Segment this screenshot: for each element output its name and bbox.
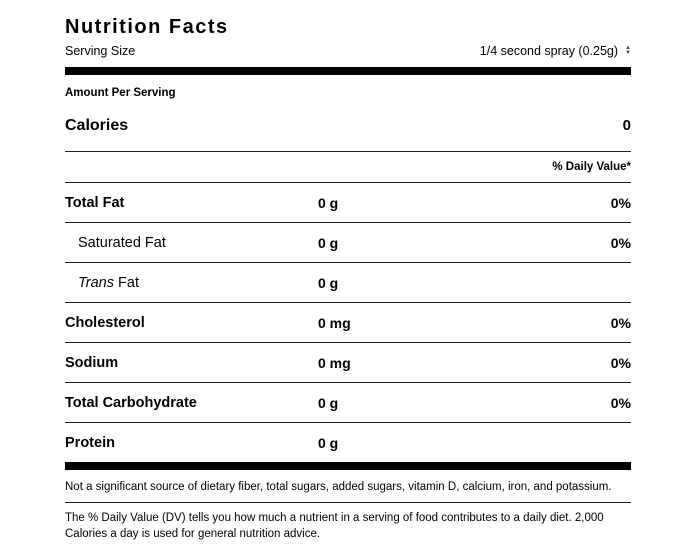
serving-size-value: 1/4 second spray (0.25g) xyxy=(479,44,619,58)
calories-row: Calories 0 xyxy=(65,115,631,151)
serving-size-stepper-icon: ▲ ▼ xyxy=(625,45,631,56)
nutrient-row-saturated-fat: Saturated Fat 0 g 0% xyxy=(65,222,631,262)
page-title: Nutrition Facts xyxy=(65,16,229,38)
nutrient-label: Cholesterol xyxy=(65,314,145,331)
thick-divider-bottom xyxy=(65,462,631,470)
footnote-daily-value: The % Daily Value (DV) tells you how muc… xyxy=(65,512,604,541)
nutrition-facts-label: Nutrition Facts Serving Size 1/4 second … xyxy=(65,16,631,542)
footnotes: Not a significant source of dietary fibe… xyxy=(65,479,631,542)
nutrient-daily-value: 0% xyxy=(610,314,631,331)
nutrient-label: Sodium xyxy=(65,354,119,371)
nutrient-amount: 0 g xyxy=(318,394,339,411)
nutrient-daily-value: 0% xyxy=(610,394,631,411)
nutrient-label: Total Carbohydrate xyxy=(65,394,197,411)
daily-value-header: % Daily Value* xyxy=(552,161,631,173)
nutrient-daily-value: 0% xyxy=(610,194,631,211)
nutrient-amount: 0 g xyxy=(318,434,339,451)
nutrient-amount: 0 g xyxy=(318,234,339,251)
nutrient-amount: 0 mg xyxy=(318,354,351,371)
amount-per-serving-label: Amount Per Serving xyxy=(65,87,176,99)
nutrient-amount: 0 g xyxy=(318,274,339,291)
thick-divider-top xyxy=(65,67,631,75)
nutrient-row-protein: Protein 0 g xyxy=(65,422,631,462)
nutrient-amount: 0 g xyxy=(318,194,339,211)
nutrient-row-total-carbohydrate: Total Carbohydrate 0 g 0% xyxy=(65,382,631,422)
nutrient-rows: Total Fat 0 g 0% Saturated Fat 0 g 0% Trans Fa… xyxy=(65,182,631,462)
nutrient-row-cholesterol: Cholesterol 0 mg 0% xyxy=(65,302,631,342)
divider xyxy=(65,151,631,152)
nutrient-label: Total Fat xyxy=(65,194,125,211)
serving-size-label: Serving Size xyxy=(65,44,136,58)
serving-size-select[interactable]: 1/4 second spray (0.25g) ▲ ▼ xyxy=(480,44,631,58)
footnote-not-significant: Not a significant source of dietary fibe… xyxy=(65,481,612,493)
nutrient-amount: 0 mg xyxy=(318,314,351,331)
nutrient-daily-value: 0% xyxy=(610,354,631,371)
nutrient-label: Saturated Fat xyxy=(78,234,166,251)
calories-value: 0 xyxy=(622,117,631,134)
serving-size-row: Serving Size 1/4 second spray (0.25g) ▲ ▼ xyxy=(65,44,631,67)
nutrient-row-sodium: Sodium 0 mg 0% xyxy=(65,342,631,382)
calories-label: Calories xyxy=(65,117,129,134)
divider xyxy=(65,502,631,504)
nutrient-row-trans-fat: Trans Fat 0 g xyxy=(65,262,631,302)
nutrient-row-total-fat: Total Fat 0 g 0% xyxy=(65,182,631,222)
nutrient-label: Protein xyxy=(65,434,115,451)
nutrient-label: Trans Fat xyxy=(78,274,139,291)
nutrient-daily-value: 0% xyxy=(610,234,631,251)
